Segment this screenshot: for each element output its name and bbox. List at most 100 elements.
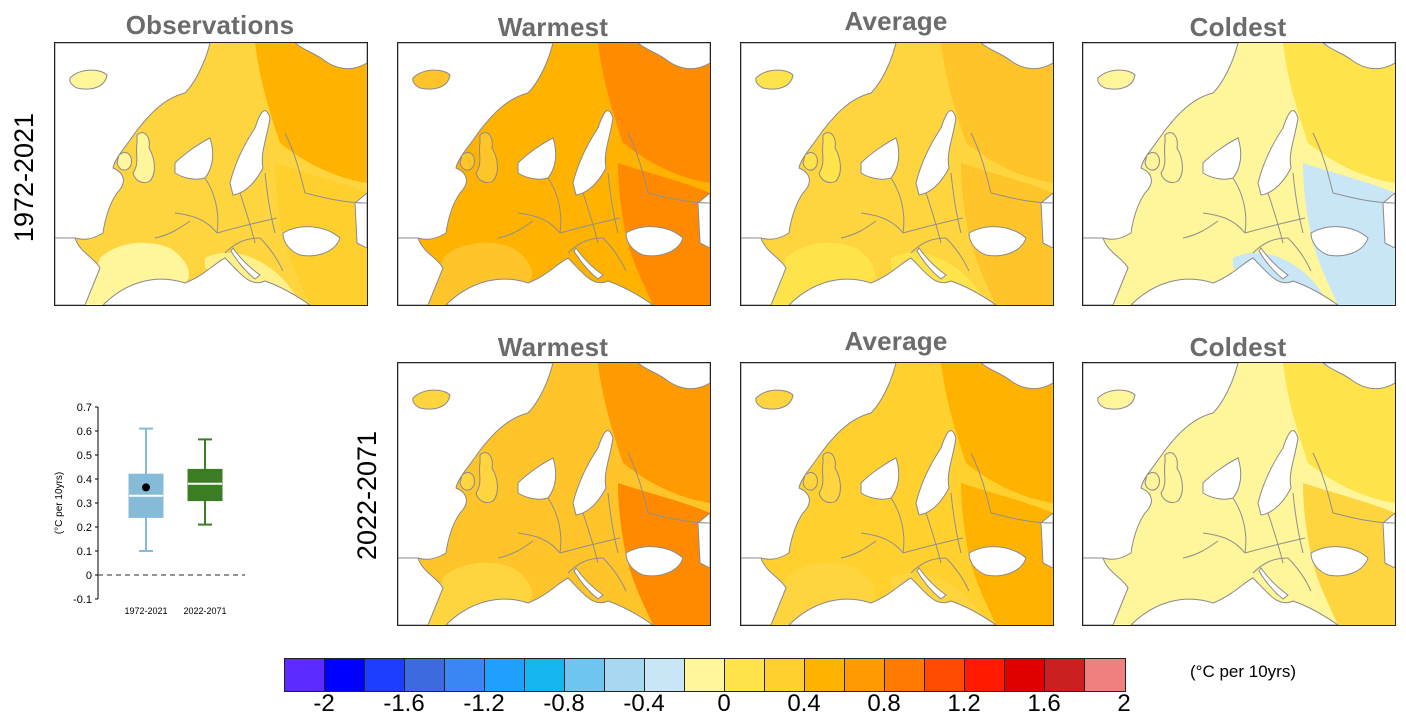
map-border: [840, 220, 877, 239]
map-sea: [573, 247, 604, 280]
map-border: [547, 497, 562, 554]
map-border: [284, 132, 306, 194]
map-sea: [1382, 512, 1395, 569]
map-sea: [637, 363, 710, 390]
title-average-1972: Average: [844, 6, 948, 36]
map-border: [607, 172, 619, 234]
map-border: [304, 192, 367, 204]
map-border: [950, 172, 962, 234]
colorbar-cell: [605, 659, 645, 691]
map-region-southwest: [771, 242, 876, 305]
map-border: [174, 212, 218, 234]
map-sea: [1322, 363, 1395, 390]
map-island: [755, 389, 794, 410]
map-coldest-2022: [1082, 362, 1396, 626]
colorbar-tick-label: 1.6: [1027, 690, 1061, 717]
map-sea: [1083, 557, 1129, 625]
map-sea: [980, 363, 1053, 390]
map-border: [860, 212, 904, 234]
title-coldest-2022: Coldest: [1189, 332, 1287, 362]
map-border: [1202, 212, 1246, 234]
map-border: [154, 220, 191, 239]
map-sea: [1083, 43, 1239, 240]
map-region-northeast: [941, 363, 1053, 503]
boxplot-y-tick-label: -0.1: [73, 594, 92, 606]
map-border: [1182, 540, 1219, 559]
map-border: [1332, 512, 1395, 524]
boxplot-observation-point: [142, 483, 150, 492]
map-border: [1332, 192, 1395, 204]
map-border: [1232, 177, 1247, 234]
map-sea: [1382, 192, 1395, 249]
boxplot-y-tick-label: 0.1: [77, 546, 92, 558]
map-sea: [860, 137, 900, 180]
map-border: [1202, 532, 1246, 554]
map-border: [840, 540, 877, 559]
colorbar-tick-label: -0.8: [543, 690, 585, 717]
map-warmest-2022: [397, 362, 711, 626]
colorbar-cell: [765, 659, 805, 691]
map-border: [602, 557, 627, 592]
map-region-southwest: [85, 242, 190, 305]
map-border: [890, 497, 905, 554]
map-sea: [445, 257, 654, 305]
map-border: [910, 557, 947, 574]
title-coldest-1972: Coldest: [1189, 12, 1287, 42]
map-border: [1182, 220, 1219, 239]
map-region-northeast: [941, 43, 1053, 183]
map-sea: [625, 226, 684, 257]
map-sea: [573, 567, 604, 600]
map-island: [802, 152, 818, 171]
map-sea: [1310, 226, 1369, 257]
title-warmest-1972: Warmest: [497, 12, 609, 42]
colorbar-cell: [325, 659, 365, 691]
row-label-2022-2071: 2022-2071: [352, 430, 383, 561]
title-average-2022: Average: [844, 326, 948, 356]
map-border: [224, 237, 261, 254]
boxplot-y-tick-label: 0.2: [77, 522, 92, 534]
map-island: [818, 452, 841, 504]
colorbar-cell: [645, 659, 685, 691]
map-border: [567, 557, 604, 574]
boxplot-chart: -0.1 0 0.1 0.2 0.3 0.4 0.5 0.6 0.7 (°C per 10yrs)…: [54, 402, 245, 616]
colorbar-tick-label: -1.2: [463, 690, 505, 717]
map-sea: [398, 43, 554, 240]
map-sea: [915, 430, 957, 516]
colorbar-tick-label: -0.4: [623, 690, 665, 717]
map-sea: [788, 577, 997, 625]
map-sea: [915, 110, 957, 196]
map-sea: [916, 567, 947, 600]
colorbar-tick-label: 1.2: [947, 690, 981, 717]
map-sea: [1310, 546, 1369, 577]
colorbar: [284, 658, 1126, 692]
map-sea: [517, 457, 557, 500]
map-border: [990, 512, 1053, 524]
map-sea: [625, 546, 684, 577]
colorbar-cell: [885, 659, 925, 691]
colorbar-tick-label: 0: [717, 690, 731, 717]
colorbar-units: (°C per 10yrs): [1190, 662, 1296, 681]
map-border: [1287, 557, 1312, 592]
map-border: [945, 557, 970, 592]
map-border: [627, 132, 649, 194]
map-region-southwest: [771, 562, 876, 625]
title-observations: Observations: [125, 10, 295, 40]
boxplot-y-tick-label: 0.7: [77, 402, 92, 414]
colorbar-cell: [685, 659, 725, 691]
map-island: [818, 132, 841, 184]
map-sea: [1130, 257, 1339, 305]
map-sea: [229, 110, 271, 196]
map-island: [1160, 452, 1183, 504]
map-border: [990, 192, 1053, 204]
map-sea: [1257, 430, 1299, 516]
colorbar-cell: [925, 659, 965, 691]
map-sea: [741, 237, 787, 305]
map-sea: [1202, 137, 1242, 180]
map-coldest-1972: [1082, 42, 1396, 306]
map-sea: [788, 257, 997, 305]
map-island: [1097, 389, 1136, 410]
map-border: [970, 132, 992, 194]
boxplot-y-tick-label: 0.6: [77, 426, 92, 438]
row-label-1972-2021: 1972-2021: [9, 112, 40, 243]
map-border: [204, 177, 219, 234]
